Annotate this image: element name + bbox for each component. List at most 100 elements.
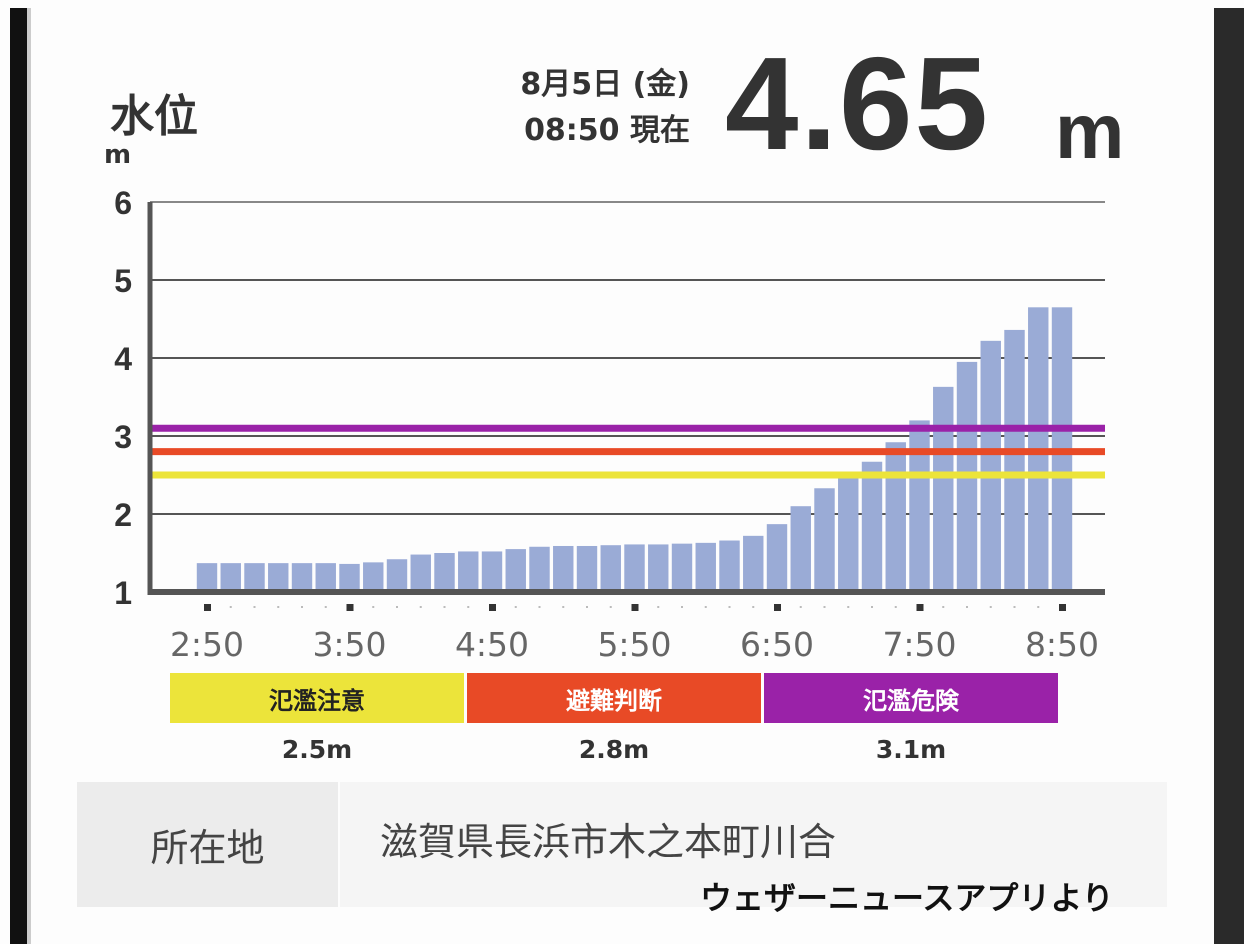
bar [1004, 329, 1025, 592]
source-credit: ウェザーニュースアプリより [700, 879, 1114, 917]
x-tick-label: 5:50 [597, 625, 671, 664]
bar [410, 554, 431, 592]
x-minor-tick [894, 606, 897, 608]
x-tick-label: 8:50 [1025, 625, 1099, 664]
x-minor-tick [443, 606, 446, 608]
legend-value: 3.1m [875, 735, 947, 764]
x-major-tick [916, 604, 924, 611]
x-major-tick [774, 604, 781, 611]
y-tick-label: 1 [114, 575, 132, 611]
bar [861, 461, 883, 592]
x-minor-tick [871, 606, 873, 608]
y-tick-label: 6 [114, 185, 132, 221]
y-tick-label: 5 [114, 263, 132, 299]
chart-title: 水位 [110, 91, 198, 142]
x-minor-tick [253, 606, 256, 608]
x-minor-tick [514, 606, 517, 608]
x-minor-tick [372, 606, 375, 608]
bar [196, 563, 218, 592]
bar [648, 544, 669, 592]
bar [885, 442, 906, 592]
x-minor-tick [823, 606, 826, 608]
x-major-tick [1059, 604, 1066, 611]
y-tick-label: 4 [114, 341, 132, 377]
x-minor-tick [989, 606, 992, 608]
bar [743, 535, 764, 592]
x-major-tick [631, 604, 639, 611]
x-minor-tick [1013, 606, 1016, 608]
bar [481, 551, 503, 592]
current-water-level: 4.65 [725, 30, 990, 177]
bar [909, 420, 930, 592]
x-minor-tick [419, 606, 422, 608]
x-tick-label: 2:50 [170, 625, 244, 664]
bar [244, 563, 265, 592]
bar [838, 478, 859, 592]
x-minor-tick [586, 606, 588, 608]
x-minor-tick [704, 606, 707, 608]
x-minor-tick [562, 606, 565, 608]
bar [719, 540, 740, 592]
y-tick-label: 3 [114, 419, 132, 455]
legend-value: 2.8m [578, 735, 650, 764]
bar [291, 563, 313, 592]
x-minor-tick [657, 606, 660, 608]
y-tick-label: 2 [114, 497, 132, 533]
x-tick-label: 3:50 [312, 625, 386, 664]
left-edge-border [27, 8, 31, 944]
legend-1: 氾濫注意 [170, 673, 464, 723]
left-edge [10, 8, 27, 944]
x-minor-tick [538, 606, 541, 608]
x-minor-tick [681, 606, 683, 608]
x-minor-tick [609, 606, 612, 608]
bar [529, 546, 550, 592]
x-minor-tick [799, 606, 802, 608]
x-tick-label: 4:50 [455, 625, 529, 664]
x-major-tick [489, 604, 496, 611]
bar [790, 506, 811, 592]
current-water-level-unit: m [1055, 87, 1125, 175]
timestamp: 8月5日 (金) 08:50 現在 [440, 62, 690, 154]
location-label-text: 所在地 [150, 826, 265, 870]
location-label: 所在地 [77, 782, 338, 907]
x-minor-tick [728, 606, 731, 608]
bar [505, 549, 526, 592]
legend-2: 避難判断 [467, 673, 761, 723]
x-minor-tick [966, 606, 968, 608]
bar [339, 563, 360, 592]
y-axis-unit: m [104, 140, 132, 170]
bar [600, 545, 621, 592]
bar [671, 543, 693, 592]
legend-3: 氾濫危険 [764, 673, 1058, 723]
bar [695, 542, 716, 592]
bar [386, 559, 408, 592]
bar [553, 545, 574, 592]
x-minor-tick [1037, 606, 1040, 608]
bar [434, 553, 455, 592]
bar [315, 563, 336, 592]
time-label: 08:50 現在 [524, 113, 690, 148]
date-label: 8月5日 (金) [520, 67, 690, 102]
bar [624, 544, 645, 592]
bar [933, 386, 954, 592]
bar [766, 524, 788, 592]
x-major-tick [346, 604, 354, 611]
bar [268, 563, 289, 592]
x-minor-tick [467, 606, 470, 608]
x-tick-label: 6:50 [740, 625, 814, 664]
x-minor-tick [229, 606, 232, 608]
bar [220, 563, 241, 592]
x-minor-tick [752, 606, 755, 608]
x-minor-tick [277, 606, 280, 608]
x-minor-tick [301, 606, 303, 608]
bar [814, 488, 835, 592]
x-major-tick [204, 604, 211, 611]
bar [980, 340, 1001, 592]
right-edge [1214, 8, 1244, 944]
x-minor-tick [324, 606, 327, 608]
water-level-chart: 1 2 3 4 5 6 2:50 3:50 4:50 5:50 6:50 7:50 8:50 [114, 185, 1105, 664]
location-value: 滋賀県長浜市木之本町川合 [340, 782, 1167, 907]
bar [458, 551, 479, 592]
x-tick-label: 7:50 [882, 625, 956, 664]
bar [576, 545, 598, 592]
